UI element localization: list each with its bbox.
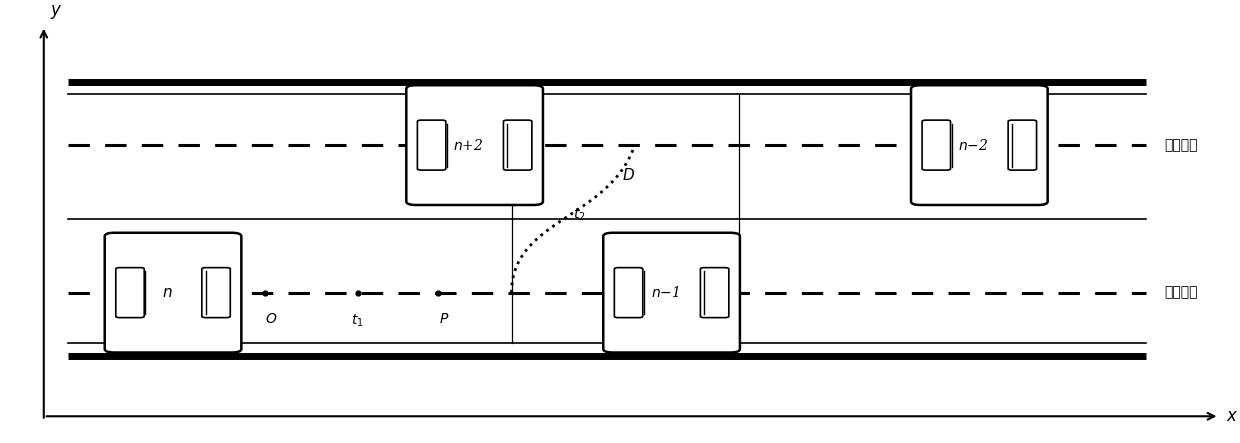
Text: $P$: $P$ xyxy=(439,312,449,326)
FancyBboxPatch shape xyxy=(503,120,532,170)
FancyBboxPatch shape xyxy=(407,85,543,205)
FancyBboxPatch shape xyxy=(202,268,231,318)
Text: 目标车道: 目标车道 xyxy=(1164,138,1198,152)
FancyBboxPatch shape xyxy=(115,268,144,318)
Text: $y$: $y$ xyxy=(50,4,62,21)
Text: $x$: $x$ xyxy=(1225,408,1238,425)
Text: $t_1$: $t_1$ xyxy=(351,312,365,329)
Text: $n$$-$1: $n$$-$1 xyxy=(651,285,680,300)
Text: $D$: $D$ xyxy=(622,167,635,183)
FancyBboxPatch shape xyxy=(418,120,446,170)
Text: $t_2$: $t_2$ xyxy=(573,206,585,223)
FancyBboxPatch shape xyxy=(604,233,740,353)
Text: 当前车道: 当前车道 xyxy=(1164,286,1198,299)
FancyBboxPatch shape xyxy=(701,268,729,318)
FancyBboxPatch shape xyxy=(614,268,642,318)
FancyBboxPatch shape xyxy=(923,120,951,170)
Text: $n$+2: $n$+2 xyxy=(454,138,484,153)
FancyBboxPatch shape xyxy=(104,233,242,353)
FancyBboxPatch shape xyxy=(911,85,1048,205)
Text: $O$: $O$ xyxy=(265,312,278,326)
FancyBboxPatch shape xyxy=(1008,120,1037,170)
Text: $n$: $n$ xyxy=(161,286,172,299)
Text: $n$$-$2: $n$$-$2 xyxy=(959,138,988,153)
